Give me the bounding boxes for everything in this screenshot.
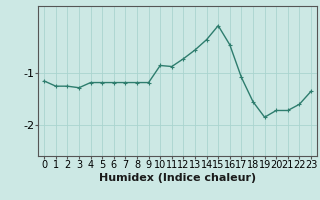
X-axis label: Humidex (Indice chaleur): Humidex (Indice chaleur) <box>99 173 256 183</box>
